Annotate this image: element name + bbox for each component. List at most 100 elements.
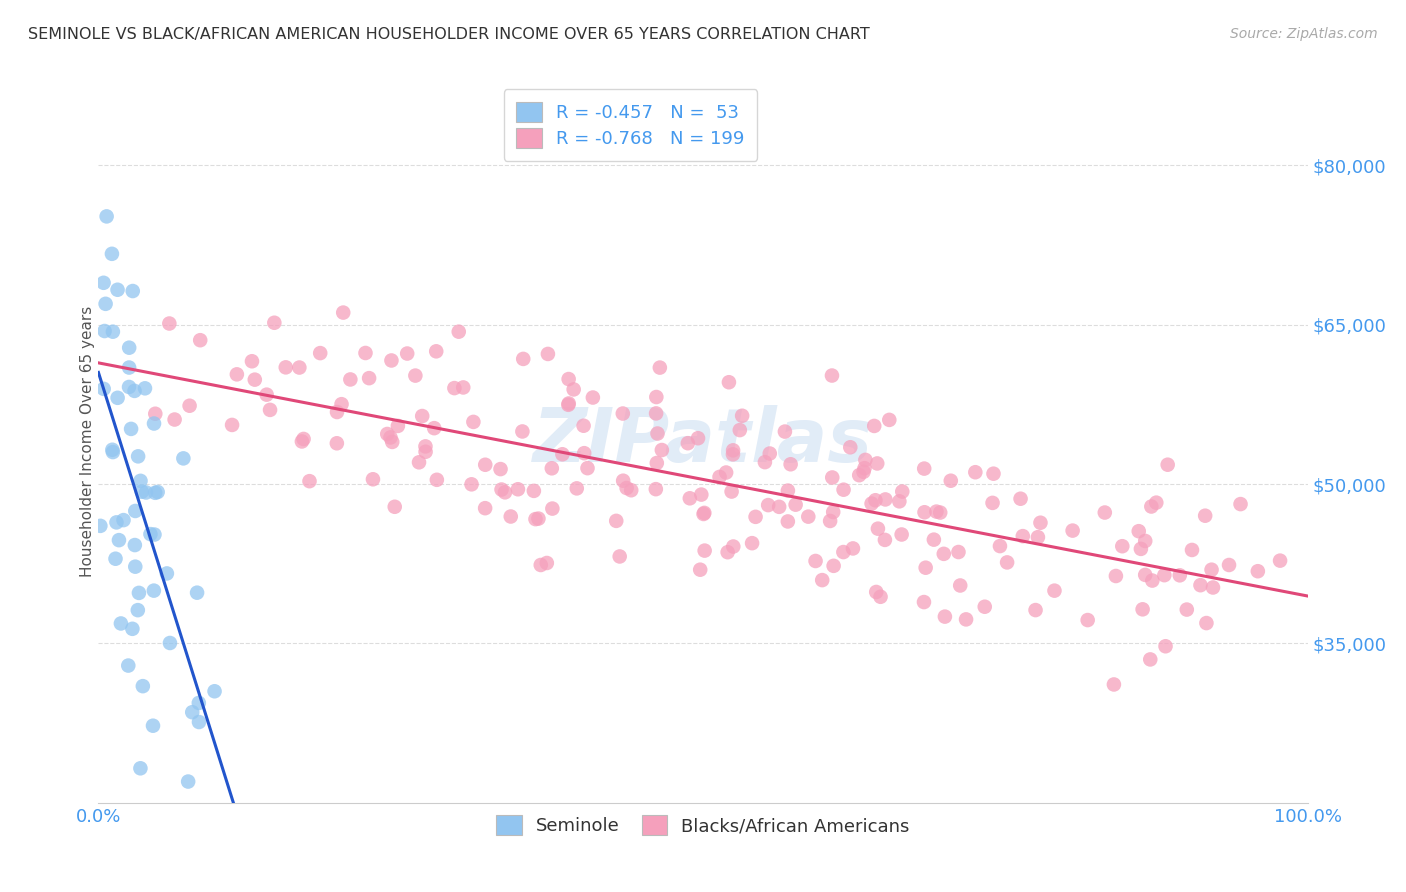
Point: [1043, 583, 1066, 598]
Point: [142, 583, 165, 598]
Point: [717, 545, 740, 559]
Point: [1195, 616, 1218, 631]
Point: [298, 474, 321, 488]
Point: [773, 425, 796, 439]
Point: [925, 505, 948, 519]
Point: [714, 466, 737, 480]
Point: [124, 559, 146, 574]
Point: [447, 325, 470, 339]
Point: [121, 622, 143, 636]
Point: [359, 371, 381, 385]
Point: [574, 446, 596, 460]
Point: [112, 513, 135, 527]
Point: [605, 514, 627, 528]
Point: [853, 453, 876, 467]
Point: [804, 554, 827, 568]
Point: [1077, 613, 1099, 627]
Point: [1129, 541, 1152, 556]
Point: [124, 538, 146, 552]
Text: Source: ZipAtlas.com: Source: ZipAtlas.com: [1230, 27, 1378, 41]
Point: [512, 351, 534, 366]
Point: [132, 679, 155, 693]
Point: [1025, 603, 1047, 617]
Point: [120, 422, 142, 436]
Point: [426, 473, 449, 487]
Point: [489, 462, 512, 476]
Point: [188, 333, 211, 347]
Point: [1202, 581, 1225, 595]
Point: [101, 445, 124, 459]
Point: [839, 440, 862, 454]
Point: [94, 297, 117, 311]
Point: [384, 500, 406, 514]
Point: [582, 391, 605, 405]
Point: [948, 545, 970, 559]
Point: [620, 483, 643, 498]
Point: [1029, 516, 1052, 530]
Point: [756, 498, 779, 512]
Point: [1194, 508, 1216, 523]
Point: [474, 458, 496, 472]
Point: [107, 391, 129, 405]
Point: [326, 405, 349, 419]
Point: [415, 444, 437, 458]
Point: [1140, 500, 1163, 514]
Point: [912, 595, 935, 609]
Point: [396, 346, 419, 360]
Point: [955, 612, 977, 626]
Y-axis label: Householder Income Over 65 years: Householder Income Over 65 years: [80, 306, 94, 577]
Point: [411, 409, 433, 423]
Point: [131, 484, 153, 499]
Point: [852, 465, 875, 479]
Point: [96, 210, 118, 224]
Point: [823, 505, 845, 519]
Point: [873, 533, 896, 547]
Point: [853, 461, 876, 475]
Point: [890, 527, 912, 541]
Point: [754, 455, 776, 469]
Point: [494, 485, 516, 500]
Point: [557, 372, 579, 386]
Point: [309, 346, 332, 360]
Point: [1175, 602, 1198, 616]
Point: [1094, 506, 1116, 520]
Point: [1153, 568, 1175, 582]
Point: [121, 284, 143, 298]
Point: [1062, 524, 1084, 538]
Point: [860, 497, 883, 511]
Point: [512, 425, 534, 439]
Point: [565, 482, 588, 496]
Point: [647, 426, 669, 441]
Point: [1139, 652, 1161, 666]
Point: [134, 381, 156, 395]
Point: [291, 434, 314, 449]
Point: [541, 501, 564, 516]
Point: [1181, 543, 1204, 558]
Point: [499, 509, 522, 524]
Point: [811, 573, 834, 587]
Point: [143, 485, 166, 500]
Point: [1142, 574, 1164, 588]
Point: [728, 423, 751, 437]
Point: [776, 483, 799, 498]
Point: [609, 549, 631, 564]
Point: [1135, 533, 1157, 548]
Point: [380, 353, 402, 368]
Point: [89, 519, 111, 533]
Point: [361, 472, 384, 486]
Point: [443, 381, 465, 395]
Point: [686, 431, 709, 445]
Point: [93, 324, 115, 338]
Point: [101, 325, 124, 339]
Point: [1168, 568, 1191, 582]
Point: [645, 390, 668, 404]
Point: [576, 461, 599, 475]
Point: [118, 360, 141, 375]
Point: [124, 504, 146, 518]
Point: [263, 316, 285, 330]
Point: [616, 481, 638, 495]
Point: [1102, 677, 1125, 691]
Point: [117, 658, 139, 673]
Point: [879, 413, 901, 427]
Point: [709, 470, 731, 484]
